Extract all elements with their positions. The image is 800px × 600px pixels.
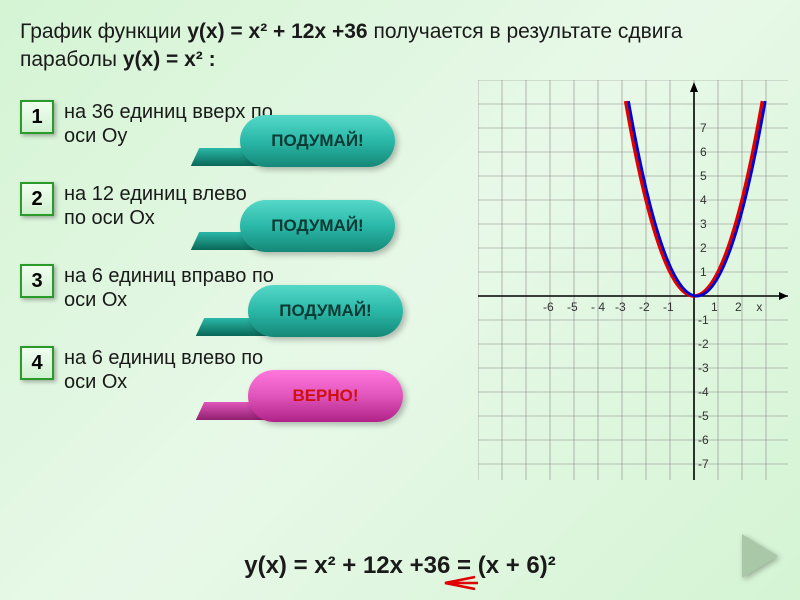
svg-text:2: 2 <box>735 300 742 314</box>
option-2: 2 на 12 единиц влево по оси Ох <box>20 182 274 230</box>
svg-text:1: 1 <box>711 300 718 314</box>
feedback-bubble-1: ПОДУМАЙ! <box>240 115 395 167</box>
svg-text:-7: -7 <box>698 457 709 471</box>
svg-text:4: 4 <box>700 193 707 207</box>
bubble-3-text: ПОДУМАЙ! <box>279 301 371 321</box>
svg-text:3: 3 <box>700 217 707 231</box>
coordinate-graph: 1234567-1-2-3-4-5-6-7-6-5- 4-3-2-112х <box>478 80 788 480</box>
q-formula2: у(х) = х² : <box>123 48 216 71</box>
svg-text:-6: -6 <box>698 433 709 447</box>
svg-text:7: 7 <box>700 121 707 135</box>
feedback-bubble-2: ПОДУМАЙ! <box>240 200 395 252</box>
svg-text:-2: -2 <box>639 300 650 314</box>
choice-button-3[interactable]: 3 <box>20 264 54 298</box>
options-list: 1 на 36 единиц вверх по оси Оу 2 на 12 е… <box>20 100 274 428</box>
answer-formula: у(х) = х² + 12х +36 = (х + 6)² <box>0 552 800 580</box>
red-arrow-icon <box>440 574 480 592</box>
choice-button-2[interactable]: 2 <box>20 182 54 216</box>
svg-text:-5: -5 <box>698 409 709 423</box>
option-1: 1 на 36 единиц вверх по оси Оу <box>20 100 274 148</box>
svg-text:-5: -5 <box>567 300 578 314</box>
bubble-4-text: ВЕРНО! <box>292 386 358 406</box>
svg-text:6: 6 <box>700 145 707 159</box>
feedback-bubble-3: ПОДУМАЙ! <box>248 285 403 337</box>
q-formula1: у(х) = х² + 12х +36 <box>187 20 367 43</box>
choice-button-1[interactable]: 1 <box>20 100 54 134</box>
choice-button-4[interactable]: 4 <box>20 346 54 380</box>
svg-text:1: 1 <box>700 265 707 279</box>
bubble-1-text: ПОДУМАЙ! <box>271 131 363 151</box>
svg-text:-3: -3 <box>615 300 626 314</box>
svg-text:х: х <box>756 300 762 314</box>
feedback-bubble-4: ВЕРНО! <box>248 370 403 422</box>
next-button[interactable] <box>742 534 778 578</box>
option-3-text: на 6 единиц вправо по оси Ох <box>64 264 274 312</box>
svg-text:-3: -3 <box>698 361 709 375</box>
svg-text:-4: -4 <box>698 385 709 399</box>
svg-text:2: 2 <box>700 241 707 255</box>
svg-text:-6: -6 <box>543 300 554 314</box>
option-4: 4 на 6 единиц влево по оси Ох <box>20 346 274 394</box>
svg-text:-1: -1 <box>663 300 674 314</box>
svg-text:- 4: - 4 <box>591 300 605 314</box>
option-4-text: на 6 единиц влево по оси Ох <box>64 346 274 394</box>
question-text: График функции у(х) = х² + 12х +36 получ… <box>0 0 800 85</box>
q-pre: График функции <box>20 20 187 43</box>
svg-text:-1: -1 <box>698 313 709 327</box>
svg-text:5: 5 <box>700 169 707 183</box>
option-3: 3 на 6 единиц вправо по оси Ох <box>20 264 274 312</box>
svg-text:-2: -2 <box>698 337 709 351</box>
bubble-2-text: ПОДУМАЙ! <box>271 216 363 236</box>
